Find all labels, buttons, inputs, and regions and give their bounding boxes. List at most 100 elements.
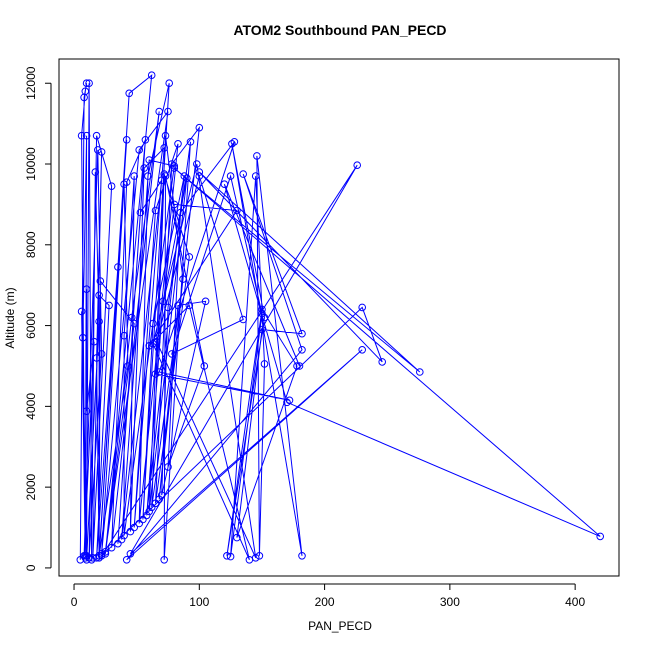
y-tick-label: 10000 — [24, 147, 38, 181]
data-point — [160, 144, 168, 152]
data-point — [258, 325, 266, 334]
y-axis: 0 2000 4000 6000 8000 10000 12000 — [24, 66, 52, 571]
data-point — [251, 554, 260, 562]
chart-title: ATOM2 Southbound PAN_PECD — [233, 22, 446, 38]
y-tick-label: 6000 — [24, 312, 38, 339]
data-point — [161, 172, 170, 180]
data-point — [285, 396, 294, 405]
data-point — [126, 527, 135, 536]
data-point — [223, 552, 231, 560]
data-point — [152, 337, 161, 346]
data-point — [141, 136, 150, 144]
data-point — [92, 131, 101, 140]
data-point — [260, 360, 269, 368]
data-point — [97, 148, 106, 156]
data-point — [81, 554, 90, 562]
data-point — [155, 495, 163, 504]
y-axis-label: Altitude (m) — [3, 287, 17, 348]
data-point — [94, 146, 102, 154]
data-point — [107, 543, 116, 552]
data-point — [120, 531, 128, 540]
data-point — [145, 156, 153, 164]
data-point — [200, 362, 209, 370]
data-point — [298, 552, 306, 560]
data-point — [239, 170, 247, 178]
data-point — [82, 285, 91, 294]
data-point — [186, 138, 195, 146]
x-tick-label: 100 — [189, 595, 209, 609]
data-point — [97, 350, 106, 358]
data-point — [164, 303, 172, 312]
data-point — [298, 329, 306, 338]
data-point — [193, 160, 201, 168]
data-point — [293, 362, 301, 370]
data-point — [79, 333, 87, 342]
data-point — [185, 253, 194, 261]
data-point — [151, 370, 160, 378]
data-point — [120, 331, 128, 340]
data-point — [101, 548, 110, 556]
data-point — [90, 337, 98, 346]
y-tick-label: 12000 — [24, 66, 38, 100]
data-point — [164, 463, 172, 471]
data-point — [195, 123, 204, 132]
data-point — [295, 362, 304, 370]
data-point — [195, 168, 204, 176]
data-point — [168, 350, 176, 358]
data-point — [82, 131, 91, 140]
data-point — [149, 340, 157, 348]
data-point — [159, 297, 167, 306]
data-point — [95, 552, 103, 560]
data-point — [185, 301, 194, 310]
data-point — [114, 263, 122, 271]
data-point — [85, 79, 93, 87]
x-axis: 0 100 200 300 400 — [71, 583, 585, 609]
data-point — [220, 180, 229, 188]
data-point — [353, 161, 362, 169]
data-point — [81, 87, 90, 96]
data-point — [144, 172, 152, 180]
data-point — [155, 107, 163, 116]
data-point — [92, 554, 101, 562]
data-point — [97, 550, 106, 558]
data-point — [164, 107, 172, 116]
data-point — [147, 71, 156, 79]
data-point — [258, 305, 266, 314]
data-point — [95, 291, 103, 300]
data-point — [174, 140, 182, 148]
data-point — [142, 511, 151, 520]
data-point — [180, 172, 189, 180]
data-point — [160, 556, 168, 564]
data-point — [124, 362, 132, 370]
data-point — [255, 552, 264, 560]
data-point — [117, 535, 126, 544]
x-axis-label: PAN_PECD — [308, 619, 372, 633]
data-point — [122, 136, 131, 144]
data-point — [157, 491, 166, 500]
data-point — [260, 313, 269, 322]
y-tick-label: 0 — [24, 564, 38, 571]
series-line — [79, 74, 601, 561]
x-tick-label: 200 — [315, 595, 335, 609]
data-point — [77, 131, 86, 140]
data-point — [228, 140, 236, 148]
data-point — [230, 138, 239, 146]
data-point — [378, 358, 387, 366]
y-tick-label: 2000 — [24, 473, 38, 500]
data-point — [170, 162, 179, 170]
data-point — [174, 301, 182, 310]
data-point — [233, 533, 241, 542]
data-point — [161, 131, 170, 140]
data-point — [165, 79, 173, 87]
data-point — [233, 206, 241, 215]
x-tick-label: 400 — [565, 595, 585, 609]
data-point — [251, 172, 260, 180]
data-point — [183, 174, 191, 182]
data-point — [145, 342, 153, 350]
data-point — [258, 309, 266, 318]
data-point — [135, 146, 143, 154]
data-point — [179, 275, 187, 283]
data-point — [239, 315, 247, 324]
data-point — [283, 398, 291, 407]
